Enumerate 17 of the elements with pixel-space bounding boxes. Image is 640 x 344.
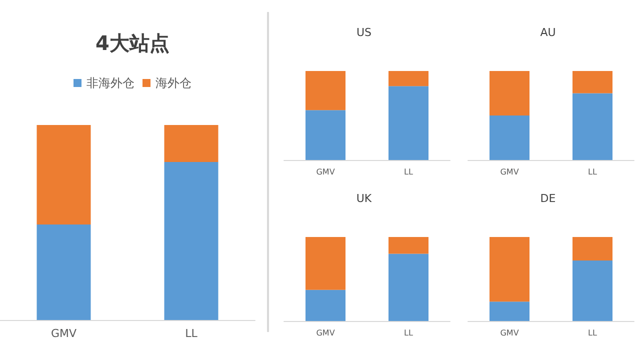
x-tick-label: LL [404,328,414,338]
x-tick-label: GMV [316,168,336,176]
chart-title: UK [356,192,372,205]
x-tick-label: GMV [50,327,77,340]
x-tick-label: GMV [500,168,520,176]
chart-title: AU [540,26,556,39]
x-tick-label: LL [588,328,598,338]
chart-title: DE [540,192,556,205]
x-tick-label: LL [185,327,198,340]
x-tick-label: GMV [316,328,336,338]
x-tick-label: LL [588,168,598,176]
legend-label: 非海外仓 [86,76,134,90]
chart-title: US [356,26,372,39]
x-tick-label: LL [404,168,414,176]
x-tick-label: GMV [500,328,520,338]
legend-label: 海外仓 [156,76,192,90]
chart-title: 4大站点 [96,31,170,55]
